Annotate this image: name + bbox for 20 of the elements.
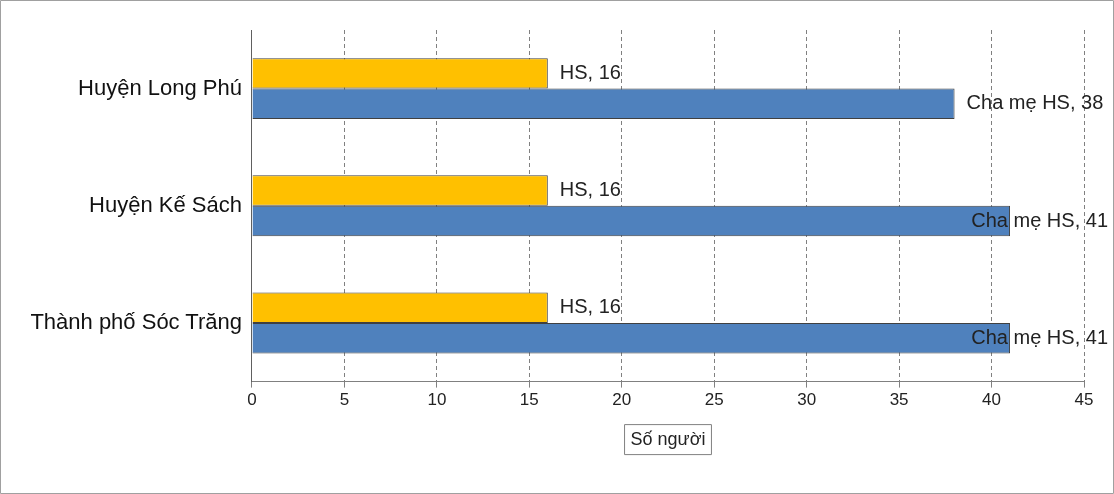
x-tick-label: 5 <box>339 390 350 410</box>
x-tick-label: 25 <box>704 390 724 410</box>
y-tick-label: Huyện Kế Sách <box>89 191 242 217</box>
x-tick-label: 15 <box>519 390 539 410</box>
x-tick-label: 40 <box>982 390 1002 410</box>
data-label: HS, 16 <box>559 178 621 201</box>
data-label: Cha mẹ HS, 38 <box>966 91 1104 114</box>
data-label: Cha mẹ HS, 41 <box>971 325 1109 348</box>
data-label: HS, 16 <box>559 60 621 83</box>
y-tick-label: Huyện Long Phú <box>78 74 242 100</box>
x-tick-label: 45 <box>1074 390 1094 410</box>
data-label: Cha mẹ HS, 41 <box>971 208 1109 231</box>
x-tick-label: 10 <box>427 390 447 410</box>
x-tick-label: 30 <box>797 390 817 410</box>
y-tick-label: Thành phố Sóc Trăng <box>30 309 242 335</box>
x-tick-label: 20 <box>612 390 632 410</box>
data-label: HS, 16 <box>559 295 621 318</box>
x-axis-title: Số người <box>630 428 706 449</box>
x-tick-label: 0 <box>247 390 257 410</box>
x-tick-label: 35 <box>889 390 909 410</box>
